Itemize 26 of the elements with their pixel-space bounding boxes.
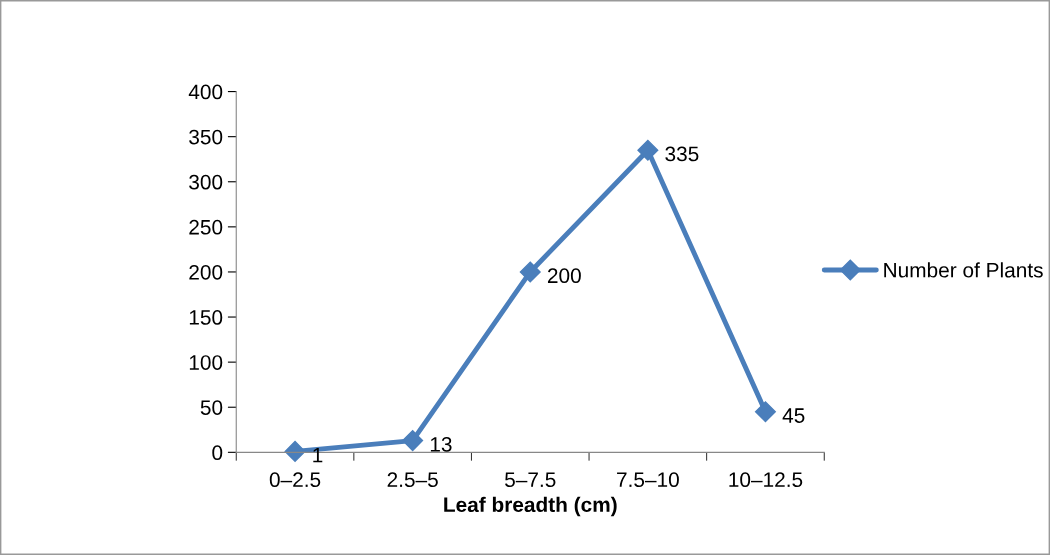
y-tick-label: 200 bbox=[189, 264, 223, 280]
data-label: 13 bbox=[430, 437, 452, 452]
x-tick-label: 7.5–10 bbox=[617, 472, 679, 488]
point bbox=[754, 401, 776, 423]
point bbox=[402, 430, 424, 452]
x-axis-title: Leaf breadth (cm) bbox=[444, 496, 617, 517]
data-label: 200 bbox=[547, 268, 581, 284]
data-label: 45 bbox=[782, 408, 805, 423]
y-tick-label: 250 bbox=[189, 219, 223, 235]
y-tick-label: 150 bbox=[189, 310, 223, 325]
point bbox=[519, 261, 541, 283]
data-label: 1 bbox=[313, 448, 323, 463]
legend-label: Number of Plants bbox=[884, 262, 1043, 278]
data-label: 335 bbox=[665, 146, 699, 162]
y-tick-label: 350 bbox=[189, 129, 223, 145]
y-tick-label: 400 bbox=[188, 84, 223, 100]
x-tick-label: 0–2.5 bbox=[269, 472, 321, 488]
x-tick-label: 5–7.5 bbox=[505, 472, 556, 488]
y-tick-label: 300 bbox=[189, 174, 223, 190]
y-tick-label: 50 bbox=[200, 400, 223, 415]
y-tick-label: 0 bbox=[212, 445, 223, 461]
point bbox=[284, 440, 306, 462]
x-tick-label: 2.5–5 bbox=[387, 472, 438, 488]
point bbox=[637, 139, 659, 161]
x-tick-label: 10–12.5 bbox=[729, 472, 803, 488]
y-tick-label: 100 bbox=[189, 355, 223, 370]
